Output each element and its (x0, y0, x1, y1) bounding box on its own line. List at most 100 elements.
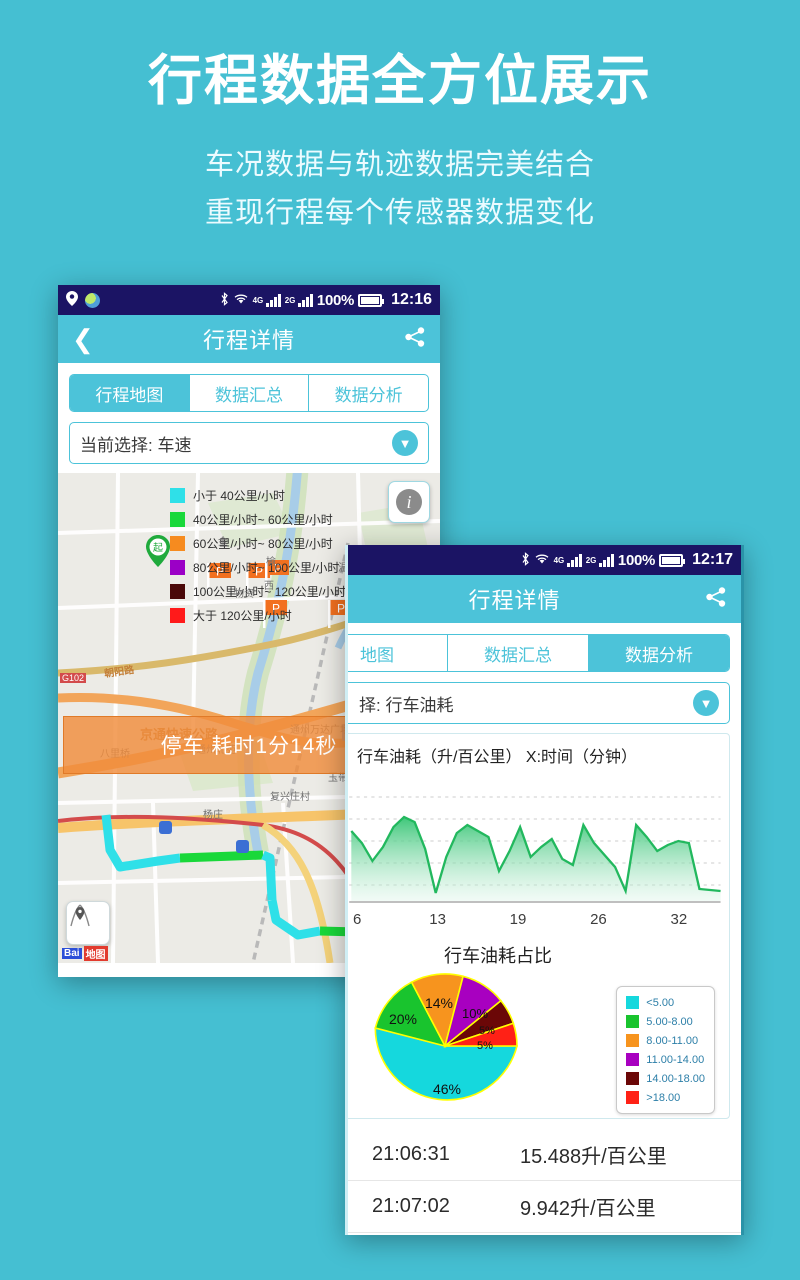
x-tick: 13 (429, 911, 446, 928)
map-label: 物资 (234, 589, 254, 600)
svg-text:P: P (272, 602, 280, 616)
legend-item: 80公里/小时~ 100公里/小时 (170, 555, 346, 579)
map-attribution-left: Bai (62, 948, 82, 959)
chevron-down-icon[interactable]: ▼ (693, 690, 719, 716)
chevron-down-icon[interactable]: ▼ (392, 430, 418, 456)
row-value: 15.488升/百公里 (520, 1146, 667, 1168)
page-title: 行程数据全方位展示 (148, 51, 652, 111)
legend-swatch (170, 607, 185, 623)
sim2-network-label: 2G (585, 555, 597, 565)
metric-selector[interactable]: 当前选择: 车速 ▼ (69, 422, 429, 464)
sim2-signal-icon (298, 293, 313, 307)
back-chevron-icon[interactable]: ❮ (72, 324, 94, 354)
table-row[interactable]: 21:06:31 15.488升/百公里 (348, 1129, 741, 1181)
sim1-signal-icon (567, 553, 582, 567)
sim1-network-label: 4G (553, 555, 565, 565)
info-icon: i (396, 489, 422, 515)
row-time: 21:06:31 (372, 1143, 450, 1165)
tab-data-analysis[interactable]: 数据分析 (589, 635, 729, 671)
stop-event-text: 停车 耗时1分14秒 (160, 735, 338, 758)
legend-swatch (170, 535, 185, 551)
pie-legend-label: 5.00-8.00 (646, 1015, 693, 1028)
parking-flag-icon: P (242, 561, 272, 591)
my-location-icon (70, 904, 90, 927)
app-bar: 行程详情 (348, 575, 741, 623)
row-time: 21:07:02 (372, 1195, 450, 1217)
table-row[interactable]: 21:08:04 7.568升/百公里 (348, 1233, 741, 1235)
line-chart[interactable] (348, 769, 729, 909)
clock: 12:17 (692, 551, 733, 568)
tab-bar[interactable]: 地图 数据汇总 数据分析 (348, 634, 730, 672)
app-bar-title: 行程详情 (202, 328, 295, 353)
legend-item: 大于 120公里/小时 (170, 603, 346, 627)
row-value: 9.942升/百公里 (520, 1198, 656, 1220)
bluetooth-icon (521, 551, 530, 569)
my-location-button[interactable] (66, 901, 110, 945)
legend-label: 小于 40公里/小时 (193, 488, 286, 503)
pie-legend-swatch (626, 1091, 640, 1104)
metric-selector[interactable]: 择: 行车油耗 ▼ (348, 682, 730, 724)
legend-swatch (170, 559, 185, 575)
pie-legend-item: 11.00-14.00 (626, 1050, 705, 1069)
pie-chart[interactable]: 46% 20% 14% 10% 5% 5% <5.00 (348, 968, 729, 1118)
legend-item: 60公里/小时~ 80公里/小时 (170, 531, 346, 555)
battery-percent: 100% (316, 291, 355, 309)
x-tick: 32 (670, 911, 688, 928)
svg-text:P: P (274, 562, 282, 576)
legend-label: 100公里/小时~ 120公里/小时 (193, 584, 347, 599)
pie-legend-item: <5.00 (626, 993, 705, 1012)
hero-subtitle-line-1: 车况数据与轨迹数据完美结合 (204, 149, 595, 182)
svg-text:P: P (216, 565, 224, 579)
sim1-network-label: 4G (252, 295, 264, 305)
share-icon[interactable] (705, 586, 727, 613)
fuel-data-table[interactable]: 21:06:31 15.488升/百公里 21:07:02 9.942升/百公里… (348, 1129, 741, 1235)
tab-trip-map[interactable]: 地图 (348, 635, 448, 671)
line-chart-x-axis: 6 13 19 26 32 (348, 909, 729, 936)
parking-flag-icon: P (261, 558, 291, 588)
pie-slice-label: 14% (425, 995, 453, 1011)
sim1-signal-icon (266, 293, 281, 307)
tab-data-summary[interactable]: 数据汇总 (190, 375, 310, 411)
pie-legend-swatch (626, 1072, 640, 1085)
status-bar: 4G 2G 100% 12:16 (58, 285, 440, 315)
sim2-network-label: 2G (284, 295, 296, 305)
table-row[interactable]: 21:07:02 9.942升/百公里 (348, 1181, 741, 1233)
app-bar: ❮ 行程详情 (58, 315, 440, 363)
hero-subtitle-line-2: 重现行程每个传感器数据变化 (204, 196, 595, 229)
x-tick: 19 (509, 911, 527, 928)
map-attribution-right: 地图 (83, 946, 108, 961)
tab-data-summary[interactable]: 数据汇总 (448, 635, 589, 671)
legend-label: 60公里/小时~ 80公里/小时 (193, 536, 333, 551)
pie-chart-canvas: 46% 20% 14% 10% 5% 5% (374, 973, 519, 1101)
hero-section: 行程数据全方位展示 车况数据与轨迹数据完美结合 重现行程每个传感器数据变化 (0, 0, 800, 238)
battery-percent: 100% (617, 551, 656, 569)
status-bar: 4G 2G 100% 12:17 (348, 545, 741, 575)
share-icon[interactable] (404, 326, 426, 353)
pie-legend-swatch (626, 1053, 640, 1066)
speed-legend: 小于 40公里/小时 40公里/小时~ 60公里/小时 60公里/小时~ 80公… (170, 483, 346, 627)
pie-legend-item: >18.00 (626, 1088, 705, 1107)
map-label: 杨庄 (203, 810, 223, 821)
battery-icon (358, 293, 385, 307)
parking-flag-icon: P (259, 598, 289, 628)
x-tick: 26 (590, 911, 607, 928)
legend-item: 小于 40公里/小时 (170, 483, 346, 507)
map-info-button[interactable]: i (388, 481, 430, 523)
tab-trip-map[interactable]: 行程地图 (70, 375, 190, 411)
clock: 12:16 (391, 291, 432, 308)
parking-flag-icon: P (203, 561, 233, 591)
map-label: 西 (264, 581, 274, 592)
legend-label: 大于 120公里/小时 (193, 608, 292, 623)
metric-selector-label: 当前选择: 车速 (80, 435, 192, 455)
pie-legend: <5.00 5.00-8.00 8.00-11.00 11.00-14.00 (616, 986, 715, 1114)
pie-slice-label: 5% (479, 1025, 495, 1037)
sim2-signal-icon (599, 553, 614, 567)
tab-bar[interactable]: 行程地图 数据汇总 数据分析 (69, 374, 429, 412)
pie-legend-label: 14.00-18.00 (646, 1072, 705, 1085)
legend-item: 40公里/小时~ 60公里/小时 (170, 507, 346, 531)
pie-legend-label: <5.00 (646, 996, 675, 1009)
map-label: 复兴庄村 (270, 792, 310, 803)
pie-legend-label: 8.00-11.00 (646, 1034, 699, 1047)
pie-slice-label: 10% (462, 1006, 488, 1021)
tab-data-analysis[interactable]: 数据分析 (334, 385, 403, 405)
